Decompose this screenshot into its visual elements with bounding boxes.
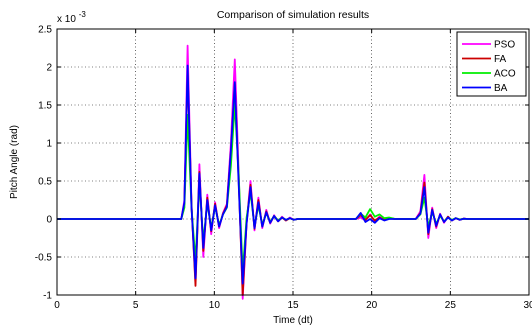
series-line-ba <box>57 64 529 285</box>
y-tick-label: -1 <box>43 291 52 302</box>
y-tick-label: 1.5 <box>38 101 52 112</box>
legend-label-pso: PSO <box>494 40 515 51</box>
x-tick-label: 15 <box>287 300 299 311</box>
legend-label-fa: FA <box>494 54 507 65</box>
y-tick-label: 1 <box>46 139 52 150</box>
legend-label-aco: ACO <box>494 69 516 80</box>
x-tick-label: 30 <box>523 300 532 311</box>
y-exponent-base: x 10 <box>57 14 76 25</box>
y-exponent-power: -3 <box>79 10 87 19</box>
y-axis-exponent: x 10 -3 <box>57 10 86 25</box>
y-axis-label: Pitch Angle (rad) <box>9 125 20 199</box>
x-tick-label: 20 <box>366 300 378 311</box>
series-lines <box>57 44 529 300</box>
x-tick-label: 25 <box>445 300 457 311</box>
legend-box <box>456 31 527 97</box>
chart-title: Comparison of simulation results <box>217 9 369 21</box>
x-tick-label: 0 <box>54 300 60 311</box>
chart-legend: PSO FA ACO BA <box>456 31 527 97</box>
y-tick-label: 2.5 <box>38 25 52 36</box>
x-axis-label: Time (dt) <box>273 315 313 326</box>
y-tick-label: -0.5 <box>35 253 53 264</box>
axis-ticks: 0 5 10 15 20 25 30 -1 -0.5 0 0.5 1 1.5 2 2.5 <box>35 25 532 312</box>
series-line-fa <box>57 69 529 296</box>
grid-lines <box>57 29 529 295</box>
x-tick-label: 10 <box>209 300 221 311</box>
y-tick-label: 2 <box>46 63 52 74</box>
y-tick-label: 0.5 <box>38 177 52 188</box>
legend-label-ba: BA <box>494 83 508 94</box>
x-tick-label: 5 <box>133 300 139 311</box>
y-tick-label: 0 <box>46 215 52 226</box>
